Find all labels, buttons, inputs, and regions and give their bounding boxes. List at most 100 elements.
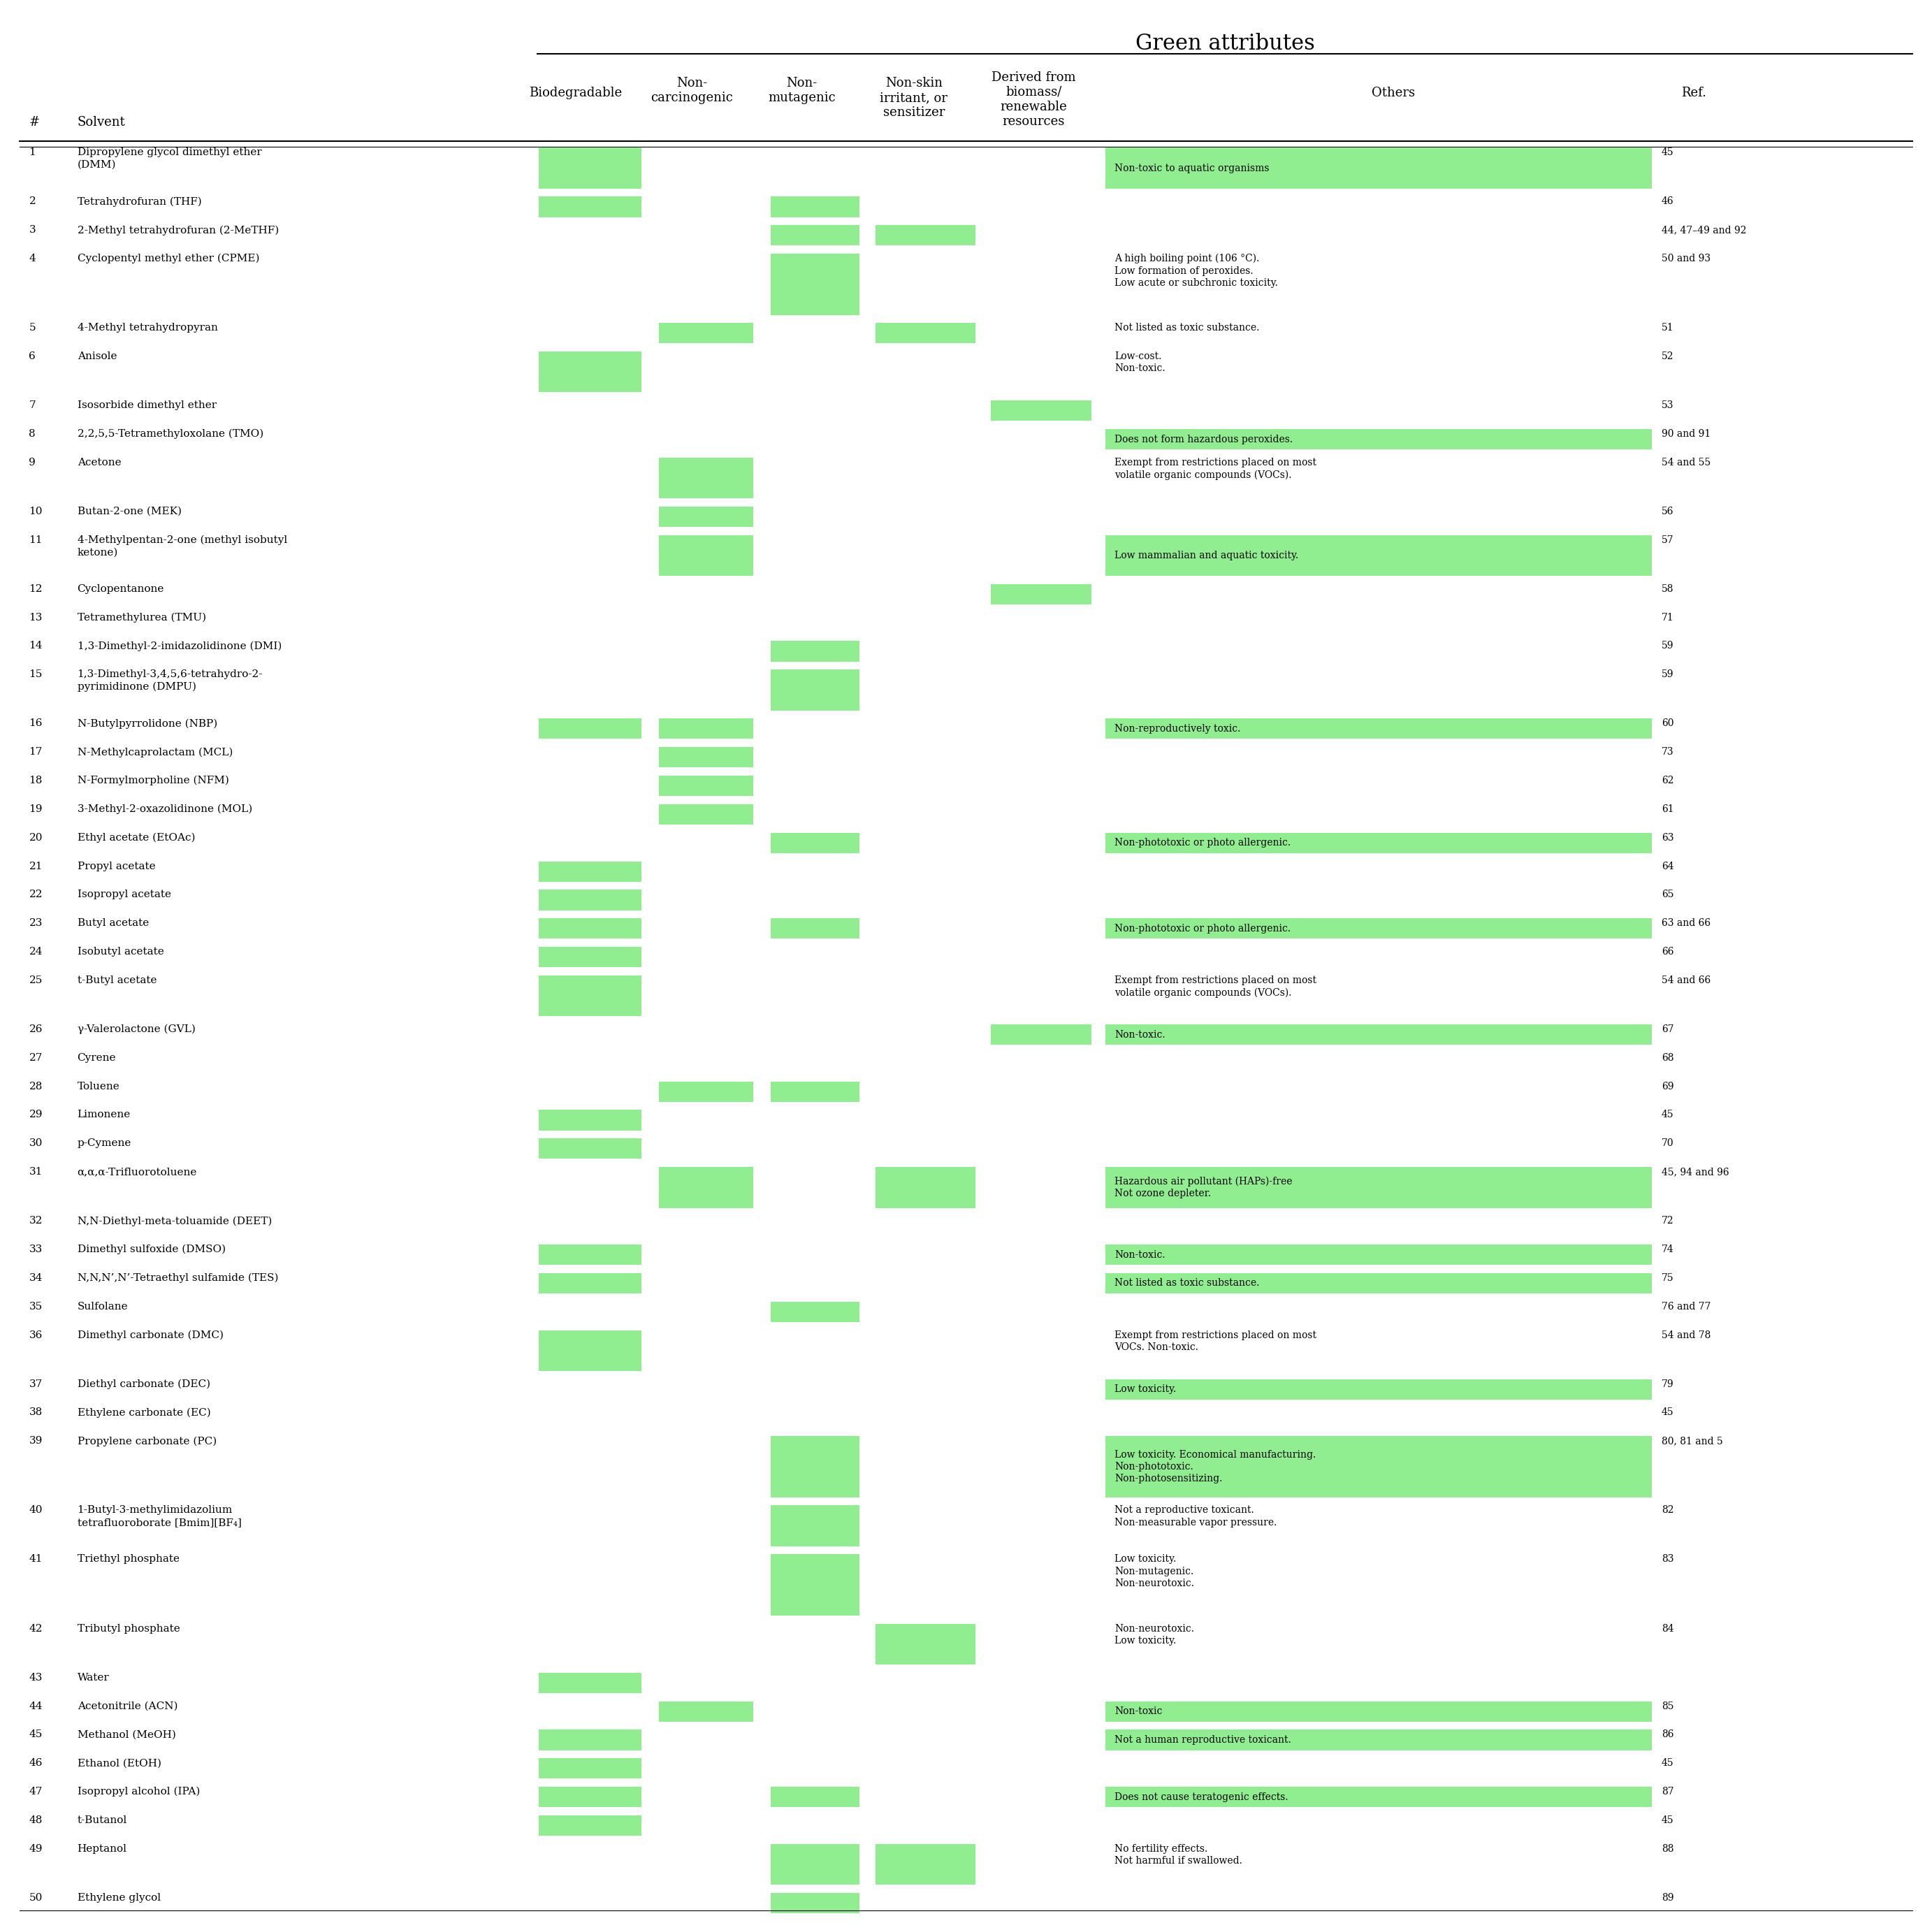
Text: Non-toxic to aquatic organisms: Non-toxic to aquatic organisms xyxy=(1115,164,1269,174)
Text: Ref.: Ref. xyxy=(1681,87,1706,100)
Text: 9: 9 xyxy=(29,457,37,467)
Text: Anisole: Anisole xyxy=(77,351,116,361)
Bar xyxy=(539,1758,641,1779)
Bar xyxy=(771,1505,860,1546)
Text: 48: 48 xyxy=(29,1816,43,1826)
Bar xyxy=(771,641,860,662)
Bar xyxy=(1105,718,1652,739)
Text: Ethylene carbonate (EC): Ethylene carbonate (EC) xyxy=(77,1407,211,1419)
Text: Acetonitrile (ACN): Acetonitrile (ACN) xyxy=(77,1700,178,1712)
Bar xyxy=(875,322,976,344)
Bar xyxy=(659,718,753,739)
Text: p-Cymene: p-Cymene xyxy=(77,1139,131,1148)
Text: Heptanol: Heptanol xyxy=(77,1843,128,1853)
Text: 83: 83 xyxy=(1662,1554,1673,1563)
Text: 64: 64 xyxy=(1662,861,1673,870)
Text: Non-reproductively toxic.: Non-reproductively toxic. xyxy=(1115,724,1240,733)
Text: 52: 52 xyxy=(1662,351,1673,361)
Text: 2: 2 xyxy=(29,197,37,207)
Text: 12: 12 xyxy=(29,585,43,594)
Text: Not listed as toxic substance.: Not listed as toxic substance. xyxy=(1115,322,1260,332)
Text: 44: 44 xyxy=(29,1700,43,1712)
Text: 24: 24 xyxy=(29,948,43,957)
Text: Triethyl phosphate: Triethyl phosphate xyxy=(77,1554,180,1563)
Text: 68: 68 xyxy=(1662,1054,1673,1063)
Text: 76 and 77: 76 and 77 xyxy=(1662,1301,1710,1310)
Bar xyxy=(539,1110,641,1131)
Text: 6: 6 xyxy=(29,351,37,361)
Text: Ethylene glycol: Ethylene glycol xyxy=(77,1893,160,1903)
Text: A high boiling point (106 °C).
Low formation of peroxides.
Low acute or subchron: A high boiling point (106 °C). Low forma… xyxy=(1115,253,1279,288)
Text: Non-
carcinogenic: Non- carcinogenic xyxy=(651,77,732,104)
Text: 2-Methyl tetrahydrofuran (2-MeTHF): 2-Methyl tetrahydrofuran (2-MeTHF) xyxy=(77,226,278,235)
Text: 38: 38 xyxy=(29,1407,43,1417)
Text: 45: 45 xyxy=(1662,149,1673,158)
Text: Non-toxic.: Non-toxic. xyxy=(1115,1251,1165,1260)
Text: 85: 85 xyxy=(1662,1700,1673,1712)
Bar xyxy=(539,1139,641,1158)
Text: 75: 75 xyxy=(1662,1274,1673,1283)
Text: 42: 42 xyxy=(29,1623,43,1633)
Text: 47: 47 xyxy=(29,1787,43,1797)
Text: Non-toxic: Non-toxic xyxy=(1115,1706,1163,1716)
Bar xyxy=(771,832,860,853)
Text: Biodegradable: Biodegradable xyxy=(529,87,622,100)
Text: Non-skin
irritant, or
sensitizer: Non-skin irritant, or sensitizer xyxy=(879,77,949,120)
Text: 1: 1 xyxy=(29,149,37,158)
Text: 1,3-Dimethyl-2-imidazolidinone (DMI): 1,3-Dimethyl-2-imidazolidinone (DMI) xyxy=(77,641,282,650)
Text: 41: 41 xyxy=(29,1554,43,1563)
Text: 54 and 66: 54 and 66 xyxy=(1662,975,1710,984)
Text: 86: 86 xyxy=(1662,1729,1673,1739)
Text: 65: 65 xyxy=(1662,890,1673,899)
Bar xyxy=(659,1081,753,1102)
Text: 14: 14 xyxy=(29,641,43,650)
Text: Not a human reproductive toxicant.: Not a human reproductive toxicant. xyxy=(1115,1735,1291,1745)
Text: 74: 74 xyxy=(1662,1245,1673,1254)
Text: 25: 25 xyxy=(29,975,43,984)
Bar xyxy=(991,585,1092,604)
Text: Tetramethylurea (TMU): Tetramethylurea (TMU) xyxy=(77,612,207,623)
Text: Exempt from restrictions placed on most
VOCs. Non-toxic.: Exempt from restrictions placed on most … xyxy=(1115,1330,1318,1353)
Text: Others: Others xyxy=(1372,87,1414,100)
Text: Dipropylene glycol dimethyl ether
(DMM): Dipropylene glycol dimethyl ether (DMM) xyxy=(77,149,261,170)
Bar xyxy=(539,1330,641,1370)
Text: Ethyl acetate (EtOAc): Ethyl acetate (EtOAc) xyxy=(77,832,195,843)
Bar xyxy=(771,1301,860,1322)
Text: 45: 45 xyxy=(29,1729,43,1739)
Text: 79: 79 xyxy=(1662,1380,1673,1390)
Text: 5: 5 xyxy=(29,322,35,332)
Text: Low toxicity.: Low toxicity. xyxy=(1115,1384,1177,1393)
Text: Acetone: Acetone xyxy=(77,457,122,467)
Text: 54 and 78: 54 and 78 xyxy=(1662,1330,1710,1339)
Bar xyxy=(1105,1436,1652,1498)
Bar xyxy=(659,322,753,344)
Bar xyxy=(1105,1700,1652,1722)
Text: 16: 16 xyxy=(29,718,43,728)
Text: Exempt from restrictions placed on most
volatile organic compounds (VOCs).: Exempt from restrictions placed on most … xyxy=(1115,457,1318,481)
Bar xyxy=(539,948,641,967)
Bar xyxy=(539,1245,641,1264)
Bar xyxy=(539,351,641,392)
Text: Non-phototoxic or photo allergenic.: Non-phototoxic or photo allergenic. xyxy=(1115,924,1291,934)
Text: Not listed as toxic substance.: Not listed as toxic substance. xyxy=(1115,1278,1260,1287)
Text: 90 and 91: 90 and 91 xyxy=(1662,428,1710,438)
Text: 69: 69 xyxy=(1662,1081,1673,1090)
Bar xyxy=(1105,535,1652,575)
Bar xyxy=(539,718,641,739)
Bar xyxy=(1105,1787,1652,1806)
Text: Sulfolane: Sulfolane xyxy=(77,1301,128,1310)
Bar xyxy=(539,890,641,911)
Text: Tetrahydrofuran (THF): Tetrahydrofuran (THF) xyxy=(77,197,201,207)
Text: Low-cost.
Non-toxic.: Low-cost. Non-toxic. xyxy=(1115,351,1165,372)
Text: 59: 59 xyxy=(1662,670,1673,679)
Text: 1-Butyl-3-methylimidazolium
tetrafluoroborate [Bmim][BF₄]: 1-Butyl-3-methylimidazolium tetrafluorob… xyxy=(77,1505,241,1527)
Text: 34: 34 xyxy=(29,1274,43,1283)
Text: 66: 66 xyxy=(1662,948,1673,957)
Text: #: # xyxy=(29,116,39,129)
Text: Hazardous air pollutant (HAPs)-free
Not ozone depleter.: Hazardous air pollutant (HAPs)-free Not … xyxy=(1115,1177,1293,1199)
Text: Derived from
biomass/
renewable
resources: Derived from biomass/ renewable resource… xyxy=(991,71,1076,127)
Text: 71: 71 xyxy=(1662,612,1673,621)
Bar xyxy=(1105,1245,1652,1264)
Bar xyxy=(771,670,860,710)
Text: Dimethyl carbonate (DMC): Dimethyl carbonate (DMC) xyxy=(77,1330,224,1339)
